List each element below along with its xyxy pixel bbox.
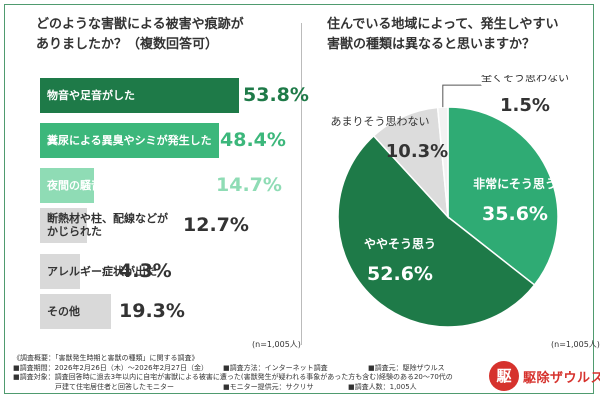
bar-row: 物音や足音がした 53.8% bbox=[40, 78, 309, 113]
bar-category-label: アレルギー症状が出た bbox=[47, 265, 157, 278]
survey-target-cont: 戸建て住宅居住者と回答したモニター bbox=[55, 382, 174, 391]
bar-row: 糞尿による異臭やシミが発生した 48.4% bbox=[40, 123, 300, 158]
bar-value-label: 4.3% bbox=[119, 260, 172, 282]
bar bbox=[40, 208, 87, 243]
survey-target: ■調査対象：調査回答時に過去3年以内に自宅が害獣による被害に遭った(害獣発生が疑… bbox=[13, 373, 453, 382]
pie-value-label: 1.5% bbox=[500, 95, 550, 116]
bar-value-label: 48.4% bbox=[220, 129, 286, 151]
pie-slice bbox=[337, 134, 536, 328]
pie-slice bbox=[372, 106, 449, 220]
divider bbox=[301, 23, 302, 345]
pie-chart: 非常にそう思う 35.6% ややそう思う 52.6% あまりそう思わない 10.3% 全くそ… bbox=[331, 75, 569, 328]
bar-category-label: その他 bbox=[47, 305, 80, 318]
pie-value-label: 52.6% bbox=[367, 263, 433, 285]
survey-period: ■調査期間：2026年2月26日（木）〜2026年2月27日（金） bbox=[13, 363, 208, 372]
logo-name: 駆除ザウルス bbox=[523, 371, 600, 386]
bar-value-label: 14.7% bbox=[216, 174, 282, 196]
bar-value-label: 53.8% bbox=[243, 84, 309, 106]
bar-value-label: 12.7% bbox=[183, 214, 249, 236]
brand-logo: 駆 駆除ザウルス bbox=[489, 361, 600, 393]
right-sample-size: (n=1,005人) bbox=[551, 340, 600, 349]
bar-category-line: 糞尿による異臭やシミが発生した bbox=[47, 134, 212, 147]
bar bbox=[40, 78, 240, 113]
pie-slice-label: 全くそう思わない bbox=[481, 75, 569, 84]
bar-category-line: 物音や足音がした bbox=[47, 89, 135, 102]
bar-value-label: 19.3% bbox=[119, 300, 185, 322]
bar-row: 夜間の騒音による睡眠不足・不眠 14.7% bbox=[40, 168, 300, 203]
bar bbox=[40, 168, 95, 203]
bar bbox=[40, 254, 80, 289]
left-sample-size: (n=1,005人) bbox=[252, 340, 301, 349]
pie-slice bbox=[436, 106, 449, 218]
bar-category-label: 断熱材や柱、配線などが かじられた bbox=[47, 212, 168, 238]
survey-footer: 《調査概要：「害獣発生時期と害獣の種類」に関する調査》 ■調査期間：2026年2… bbox=[13, 354, 483, 392]
survey-title: 《調査概要：「害獣発生時期と害獣の種類」に関する調査》 bbox=[13, 354, 199, 362]
bar-category-line: かじられた bbox=[47, 225, 102, 238]
pie-value-label: 35.6% bbox=[482, 203, 548, 225]
pie-value-label: 10.3% bbox=[386, 141, 448, 162]
pie-slice-label: 非常にそう思う bbox=[473, 176, 557, 191]
bar-category-label: 夜間の騒音による睡眠不足・不眠 bbox=[47, 179, 212, 192]
logo-mark-icon: 駆 bbox=[489, 361, 519, 391]
bar-row: アレルギー症状が出た 4.3% bbox=[40, 254, 300, 289]
bar-category-line: その他 bbox=[47, 305, 80, 318]
pie-slice-label: ややそう思う bbox=[364, 237, 436, 251]
pie-slice bbox=[447, 106, 559, 287]
bar-category-line: 夜間の騒音による睡眠不足・不眠 bbox=[47, 179, 212, 192]
survey-count: ■調査人数：1,005人 bbox=[348, 382, 417, 391]
survey-provider: ■モニター提供元：サクリサ bbox=[223, 382, 314, 391]
right-question: 住んでいる地域によって、発生しやすい 害獣の種類は異なると思いますか？ bbox=[327, 17, 559, 52]
pie-leader-line bbox=[442, 84, 482, 108]
bar bbox=[40, 294, 112, 329]
pie-slice-label: あまりそう思わない bbox=[331, 115, 430, 128]
bar-category-label: 物音や足音がした bbox=[47, 89, 135, 102]
infographic-frame: どのような害獣による被害や痕跡が ありましたか？（複数回答可） 住んでいる地域に… bbox=[4, 4, 600, 394]
left-question: どのような害獣による被害や痕跡が ありましたか？（複数回答可） bbox=[36, 17, 244, 52]
bar-category-label: 糞尿による異臭やシミが発生した bbox=[47, 134, 212, 147]
bar-category-line: 断熱材や柱、配線などが bbox=[47, 212, 168, 225]
bar bbox=[40, 123, 220, 158]
bar-row: その他 19.3% bbox=[40, 294, 300, 329]
bar-row: 断熱材や柱、配線などが かじられた 12.7% bbox=[40, 208, 300, 243]
survey-source: ■調査元：駆除ザウルス bbox=[368, 363, 445, 372]
survey-method: ■調査方法：インターネット調査 bbox=[223, 363, 328, 372]
bar-category-line: アレルギー症状が出た bbox=[47, 265, 157, 278]
